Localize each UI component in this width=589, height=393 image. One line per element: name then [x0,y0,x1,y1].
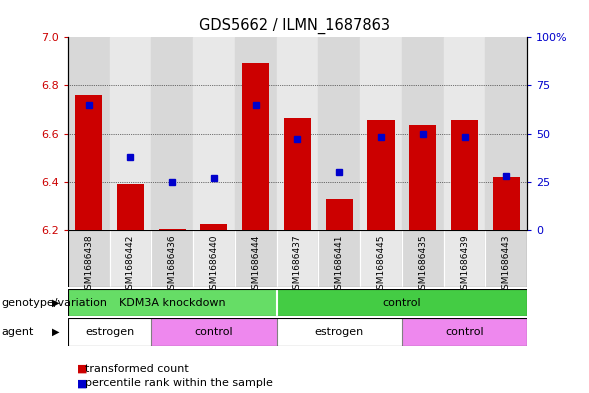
Bar [451,120,478,230]
Bar [485,37,527,230]
Text: GSM1686445: GSM1686445 [376,235,385,295]
Text: control: control [194,327,233,337]
Bar [402,318,527,346]
Bar [117,184,144,230]
Text: KDM3A knockdown: KDM3A knockdown [119,298,226,308]
Text: transformed count: transformed count [85,364,189,374]
Bar [68,37,110,230]
Bar [368,120,395,230]
Text: GSM1686441: GSM1686441 [335,235,344,295]
Bar [235,230,277,287]
Bar [68,230,110,287]
Bar [326,198,353,230]
Bar [485,230,527,287]
Text: estrogen: estrogen [315,327,364,337]
Text: estrogen: estrogen [85,327,134,337]
Bar [200,224,227,230]
Text: GSM1686437: GSM1686437 [293,235,302,295]
Text: control: control [382,298,421,308]
Bar [68,289,277,316]
Bar [110,37,151,230]
Bar [492,177,520,230]
Text: GSM1686435: GSM1686435 [418,235,427,295]
Bar [277,318,402,346]
Text: GSM1686439: GSM1686439 [460,235,469,295]
Text: GSM1686436: GSM1686436 [168,235,177,295]
Bar [110,230,151,287]
Text: GSM1686442: GSM1686442 [126,235,135,295]
Text: ■: ■ [77,364,87,374]
Text: genotype/variation: genotype/variation [2,298,108,308]
Bar [235,37,277,230]
Bar [444,230,485,287]
Bar [318,230,360,287]
Text: agent: agent [2,327,34,337]
Text: GSM1686444: GSM1686444 [251,235,260,295]
Text: GSM1686443: GSM1686443 [502,235,511,295]
Bar [151,318,277,346]
Bar [360,230,402,287]
Bar [277,289,527,316]
Bar [158,229,186,230]
Text: percentile rank within the sample: percentile rank within the sample [85,378,273,388]
Bar [242,62,269,230]
Bar [277,37,318,230]
Text: control: control [445,327,484,337]
Bar [277,230,318,287]
Text: ▶: ▶ [52,327,59,337]
Bar [193,37,235,230]
Bar [402,230,444,287]
Bar [409,125,436,230]
Text: GDS5662 / ILMN_1687863: GDS5662 / ILMN_1687863 [199,18,390,34]
Text: ■: ■ [77,378,87,388]
Bar [151,230,193,287]
Bar [360,37,402,230]
Bar [151,37,193,230]
Text: GSM1686438: GSM1686438 [84,235,93,295]
Bar [68,318,151,346]
Bar [444,37,485,230]
Text: ▶: ▶ [52,298,59,308]
Bar [284,118,311,230]
Bar [402,37,444,230]
Bar [318,37,360,230]
Bar [193,230,235,287]
Text: GSM1686440: GSM1686440 [210,235,219,295]
Bar [75,95,102,230]
